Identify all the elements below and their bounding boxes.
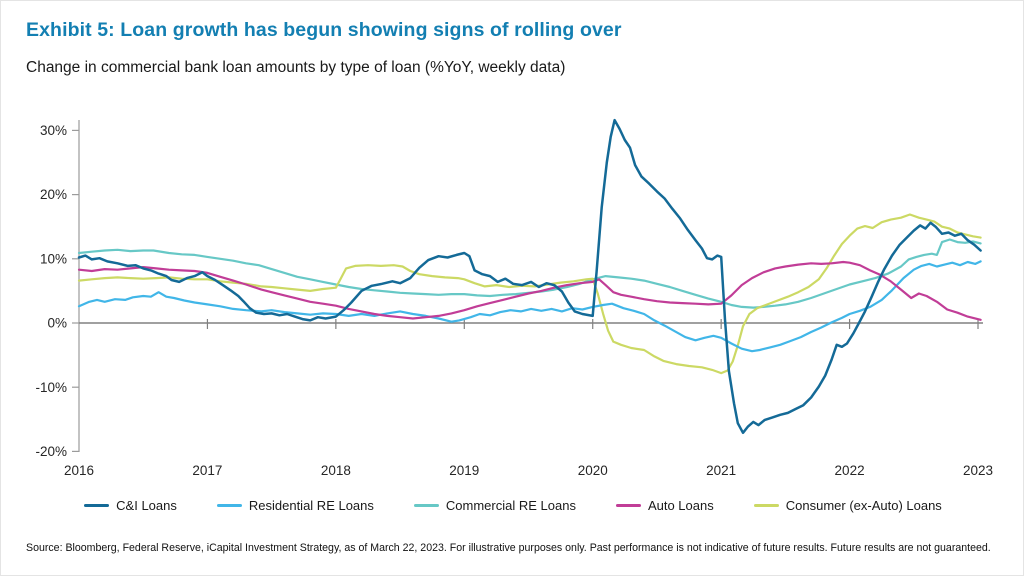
x-axis-tick-label: 2020 (578, 463, 608, 478)
exhibit-title: Exhibit 5: Loan growth has begun showing… (26, 19, 622, 41)
legend-item-commercial-re-loans: Commercial RE Loans (413, 498, 576, 513)
x-axis-tick-label: 2021 (706, 463, 736, 478)
source-disclaimer: Source: Bloomberg, Federal Reserve, iCap… (26, 542, 991, 554)
legend-item-residential-re-loans: Residential RE Loans (216, 498, 374, 513)
exhibit-subtitle: Change in commercial bank loan amounts b… (26, 59, 566, 76)
y-axis-tick-label: 30% (40, 123, 67, 138)
legend-item-consumer-ex-auto-loans: Consumer (ex-Auto) Loans (753, 498, 942, 513)
legend-swatch-icon (615, 503, 641, 508)
y-axis-tick-label: -10% (35, 380, 67, 395)
legend-swatch-icon (413, 503, 439, 508)
series-line-commercial-re-loans (77, 238, 982, 309)
x-axis: 2016 2017 2018 2019 2020 2021 2022 2023 (64, 319, 993, 478)
series-line-auto-loans (77, 260, 982, 321)
x-axis-tick-label: 2019 (449, 463, 479, 478)
x-axis-tick-label: 2018 (321, 463, 351, 478)
legend-label: Auto Loans (647, 498, 714, 513)
legend-swatch-icon (216, 503, 242, 508)
legend-label: C&I Loans (116, 498, 177, 513)
legend-label: Consumer (ex-Auto) Loans (785, 498, 942, 513)
chart-legend: C&I Loans Residential RE Loans Commercial … (1, 498, 1023, 513)
x-axis-tick-label: 2016 (64, 463, 94, 478)
legend-label: Commercial RE Loans (445, 498, 576, 513)
x-axis-tick-label: 2017 (192, 463, 222, 478)
y-axis-tick-label: 20% (40, 187, 67, 202)
y-axis: 30% 20% 10% 0% -10% -20% (35, 120, 80, 459)
legend-item-c-i-loans: C&I Loans (84, 498, 177, 513)
legend-label: Residential RE Loans (248, 498, 374, 513)
x-axis-tick-label: 2023 (963, 463, 993, 478)
legend-swatch-icon (84, 503, 110, 508)
y-axis-tick-label: 0% (47, 316, 67, 331)
y-axis-tick-label: 10% (40, 251, 67, 266)
series-line-residential-re-loans (77, 260, 982, 353)
legend-item-auto-loans: Auto Loans (615, 498, 714, 513)
x-axis-tick-label: 2022 (835, 463, 865, 478)
series-line-c-i-loans (77, 118, 982, 435)
legend-swatch-icon (753, 503, 779, 508)
series-line-consumer-ex-auto-loans (77, 213, 982, 375)
y-axis-tick-label: -20% (35, 444, 67, 459)
